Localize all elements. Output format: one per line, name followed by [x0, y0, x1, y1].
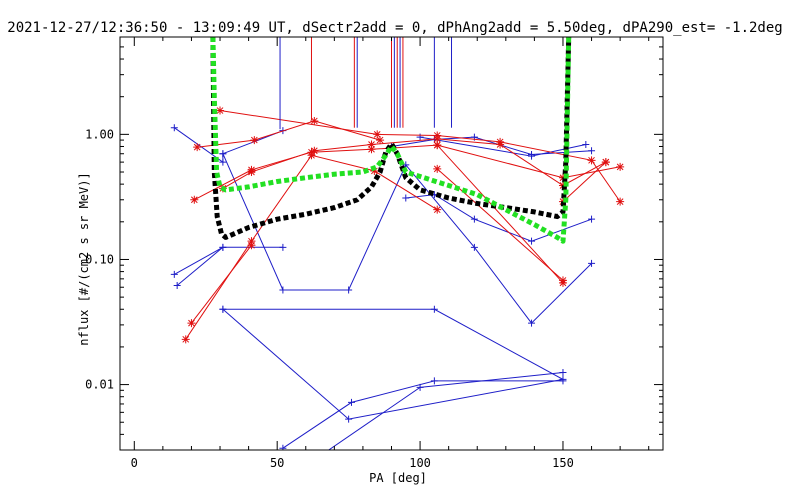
series-red-point [181, 335, 190, 344]
series-blue-point [219, 150, 227, 158]
series-red-point [216, 106, 225, 115]
series-red-point [310, 116, 319, 125]
x-axis-label: PA [deg] [369, 471, 427, 485]
x-tick-label: 0 [131, 456, 138, 470]
series-blue-point [279, 243, 287, 251]
series-blue-point [170, 124, 178, 132]
x-tick-label: 150 [552, 456, 574, 470]
data-series-layer [170, 106, 625, 450]
series-red-point [616, 162, 625, 171]
series-blue-point [430, 377, 438, 385]
series-red-point [307, 151, 316, 160]
y-tick-label: 0.10 [85, 252, 114, 266]
series-blue-point [582, 140, 590, 148]
vertical-markers-layer [279, 37, 453, 130]
series-blue-point [588, 147, 596, 155]
series-red-point [370, 166, 379, 175]
series-blue-point [470, 243, 478, 251]
series-red-point [433, 164, 442, 173]
y-tick-label: 1.00 [85, 127, 114, 141]
series-blue-point [219, 158, 227, 166]
x-tick-label: 100 [409, 456, 431, 470]
series-red-point [310, 146, 319, 155]
series-blue-point [170, 270, 178, 278]
series-blue-point [588, 215, 596, 223]
series-blue-point [430, 305, 438, 313]
series-blue-point [402, 194, 410, 202]
chart-title: 2021-12-27/12:36:50 - 13:09:49 UT, dSect… [7, 20, 782, 36]
series-blue-point [279, 444, 287, 450]
x-tick-label: 50 [270, 456, 284, 470]
series-red-line-2 [222, 138, 607, 189]
series-red-point [187, 319, 196, 328]
series-blue-point [345, 415, 353, 423]
series-red-line-3 [194, 144, 564, 284]
series-red-point [250, 136, 259, 145]
y-axis-label: nflux [#/(cm2 s sr MeV)] [77, 172, 91, 345]
series-red-point [247, 237, 256, 246]
series-blue-point [219, 243, 227, 251]
series-red-point [601, 158, 610, 167]
series-blue-point [559, 377, 567, 385]
series-red-point [247, 241, 256, 250]
series-red-point [190, 195, 199, 204]
series-blue-point [528, 319, 536, 327]
y-tick-label: 0.01 [85, 378, 114, 392]
series-blue-point [173, 281, 181, 289]
series-blue-point [416, 383, 424, 391]
series-blue-point [279, 286, 287, 294]
series-red-line-8 [562, 161, 607, 202]
axes-layer: 0 50 100 150 0.01 0.10 1.00 [85, 36, 664, 470]
series-red-point [367, 145, 376, 154]
series-blue-point [345, 286, 353, 294]
series-blue-line-5 [282, 380, 563, 449]
series-red-point [373, 130, 382, 139]
series-blue-point [588, 259, 596, 267]
series-red-point [616, 197, 625, 206]
model-curve-black [210, 37, 572, 240]
series-red-point [558, 276, 567, 285]
series-blue-line-3 [176, 246, 224, 286]
series-blue-point [528, 152, 536, 160]
series-red-point [376, 136, 385, 145]
series-blue-point [528, 237, 536, 245]
series-red-point [433, 205, 442, 214]
model-curves-layer [210, 37, 572, 244]
series-red-point [367, 140, 376, 149]
series-red-point [247, 165, 256, 174]
model-curve-green [210, 37, 572, 244]
series-red-line-5 [191, 244, 252, 324]
series-red-point [496, 140, 505, 149]
series-blue-point [559, 368, 567, 376]
series-red-point [433, 141, 442, 150]
series-red-point [587, 156, 596, 165]
series-blue-point [219, 305, 227, 313]
series-blue-point [347, 398, 355, 406]
series-red-point [193, 143, 202, 152]
series-red-line-0 [197, 120, 381, 148]
series-blue-point [470, 215, 478, 223]
series-red-point [433, 134, 442, 143]
